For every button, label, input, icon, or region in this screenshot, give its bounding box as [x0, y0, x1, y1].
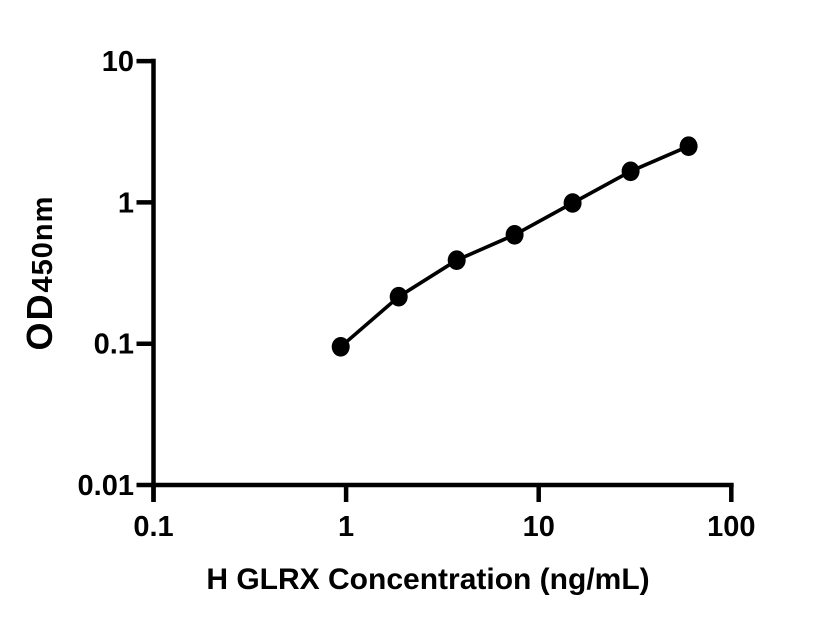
y-axis-title: OD450nm — [19, 196, 60, 351]
y-tick-labels: 0.01 0.1 1 10 — [78, 46, 134, 502]
x-tick-label: 1 — [338, 511, 354, 543]
y-tick-label: 10 — [102, 46, 134, 78]
x-tick-marks — [151, 485, 734, 502]
y-axis-title-main: OD — [19, 292, 60, 350]
y-tick-label: 1 — [118, 187, 134, 219]
x-axis-title: H GLRX Concentration (ng/mL) — [206, 563, 649, 596]
y-tick-label: 0.1 — [94, 329, 134, 361]
x-tick-label: 100 — [707, 511, 755, 543]
data-point — [505, 225, 524, 245]
y-axis-title-sub: 450nm — [27, 196, 59, 293]
x-tick-label: 10 — [523, 511, 555, 543]
data-point — [447, 250, 466, 270]
x-tick-label: 0.1 — [133, 511, 173, 543]
y-tick-label: 0.01 — [78, 470, 134, 502]
x-tick-labels: 0.1 1 10 100 — [133, 511, 755, 543]
data-point — [389, 286, 408, 307]
data-points — [331, 136, 698, 357]
data-point — [331, 337, 350, 357]
y-tick-marks — [136, 58, 154, 488]
data-point — [563, 193, 582, 213]
data-point — [621, 161, 640, 182]
data-point — [679, 136, 698, 156]
